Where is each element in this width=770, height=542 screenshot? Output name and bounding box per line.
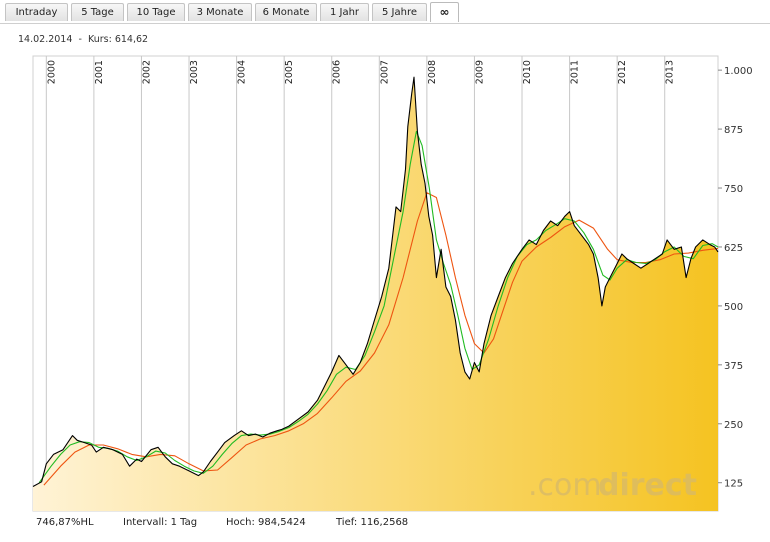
tab-5-tage[interactable]: 5 Tage [71,3,124,21]
y-tick-label: 750 [724,184,743,195]
tab-1-jahr[interactable]: 1 Jahr [320,3,369,21]
hoch-value: 984,5424 [258,517,306,528]
intervall-value: 1 Tag [170,517,198,528]
tab-max[interactable]: ∞ [430,2,459,22]
x-tick-label: 2011 [570,60,581,84]
hoch-label: Hoch: [226,517,255,528]
tab-6-monate[interactable]: 6 Monate [255,3,317,21]
x-tick-label: 2003 [189,60,200,84]
x-tick-label: 2004 [237,60,248,84]
tab-10-tage[interactable]: 10 Tage [127,3,185,21]
watermark: .com direct [528,468,697,503]
y-tick-label: 250 [724,420,743,431]
price-info: 14.02.2014 - Kurs: 614,62 [18,34,148,45]
watermark-com: .com [528,468,602,503]
footer-tief: Tief: 116,2568 [336,517,408,528]
ma-short-line [38,130,719,484]
series-layer [32,76,719,487]
footer-intervall: Intervall: 1 Tag [123,517,197,528]
axis-layer: 2000 2001 2002 2003 2004 2005 2006 2007 2008 2009… [46,60,752,490]
watermark-direct: direct [598,468,697,503]
y-tick-label: 625 [724,243,743,254]
footer-hoch: Hoch: 984,5424 [226,517,306,528]
x-tick-label: 2009 [474,60,485,84]
price-line [32,76,719,487]
footer-change: 746,87%HL [36,517,94,528]
y-tick-label: 1.000 [724,66,753,77]
kurs-label: Kurs: [87,34,112,45]
y-tick-label: 375 [724,361,743,372]
tief-label: Tief: [336,517,358,528]
x-tick-label: 2013 [665,60,676,84]
x-tick-label: 2001 [94,60,105,84]
x-tick-label: 2008 [427,60,438,84]
x-tick-label: 2010 [522,60,533,84]
separator: - [78,34,82,45]
tab-5-jahre[interactable]: 5 Jahre [372,3,427,21]
x-tick-label: 2000 [46,60,57,84]
y-tick-label: 500 [724,302,743,313]
tief-value: 116,2568 [360,517,409,528]
area-fill-layer [33,77,718,511]
x-tick-label: 2002 [141,60,152,84]
y-tick-label: 875 [724,125,743,136]
tab-3-monate[interactable]: 3 Monate [188,3,252,21]
tab-intraday[interactable]: Intraday [5,3,68,21]
price-area [33,77,718,511]
intervall-label: Intervall: [123,517,168,528]
tab-bar: Intraday 5 Tage 10 Tage 3 Monate 6 Monat… [0,0,770,24]
x-tick-label: 2012 [617,60,628,84]
y-tick-label: 125 [724,479,743,490]
x-tick-label: 2006 [332,60,343,84]
x-tick-label: 2007 [379,60,390,84]
kurs-value: 614,62 [114,34,149,45]
x-tick-label: 2005 [284,60,295,84]
quote-date: 14.02.2014 [18,34,73,45]
